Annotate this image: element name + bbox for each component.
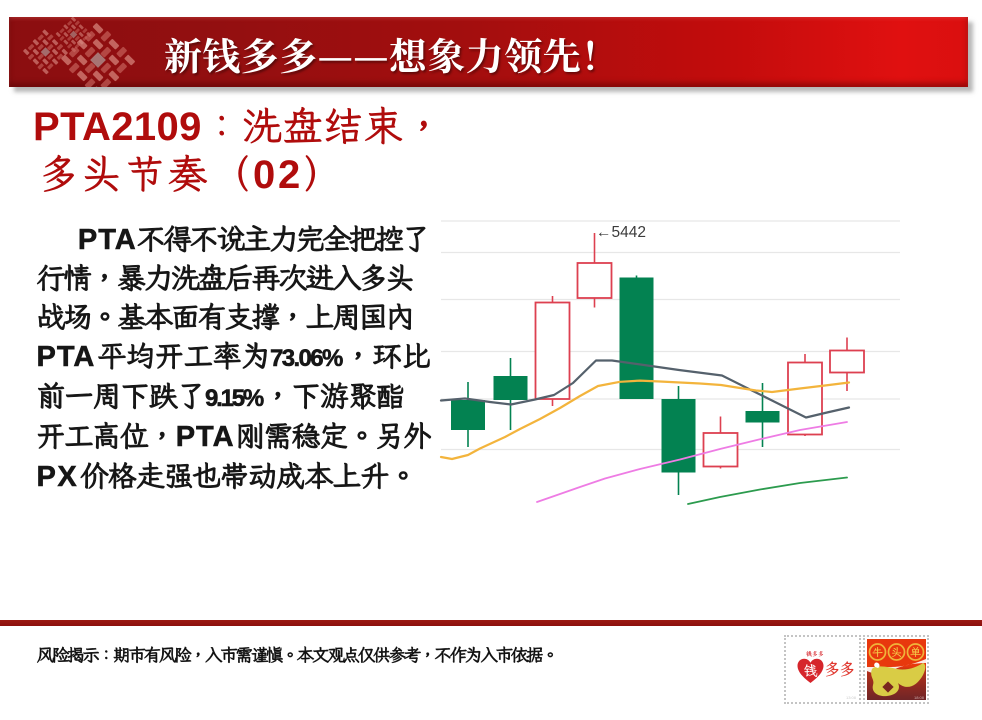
svg-text:牛: 牛 <box>872 646 883 660</box>
svg-text:钱: 钱 <box>804 662 818 680</box>
svg-text:头: 头 <box>891 646 902 660</box>
svg-text:←5442: ←5442 <box>596 224 646 241</box>
svg-text:单: 单 <box>910 646 921 660</box>
